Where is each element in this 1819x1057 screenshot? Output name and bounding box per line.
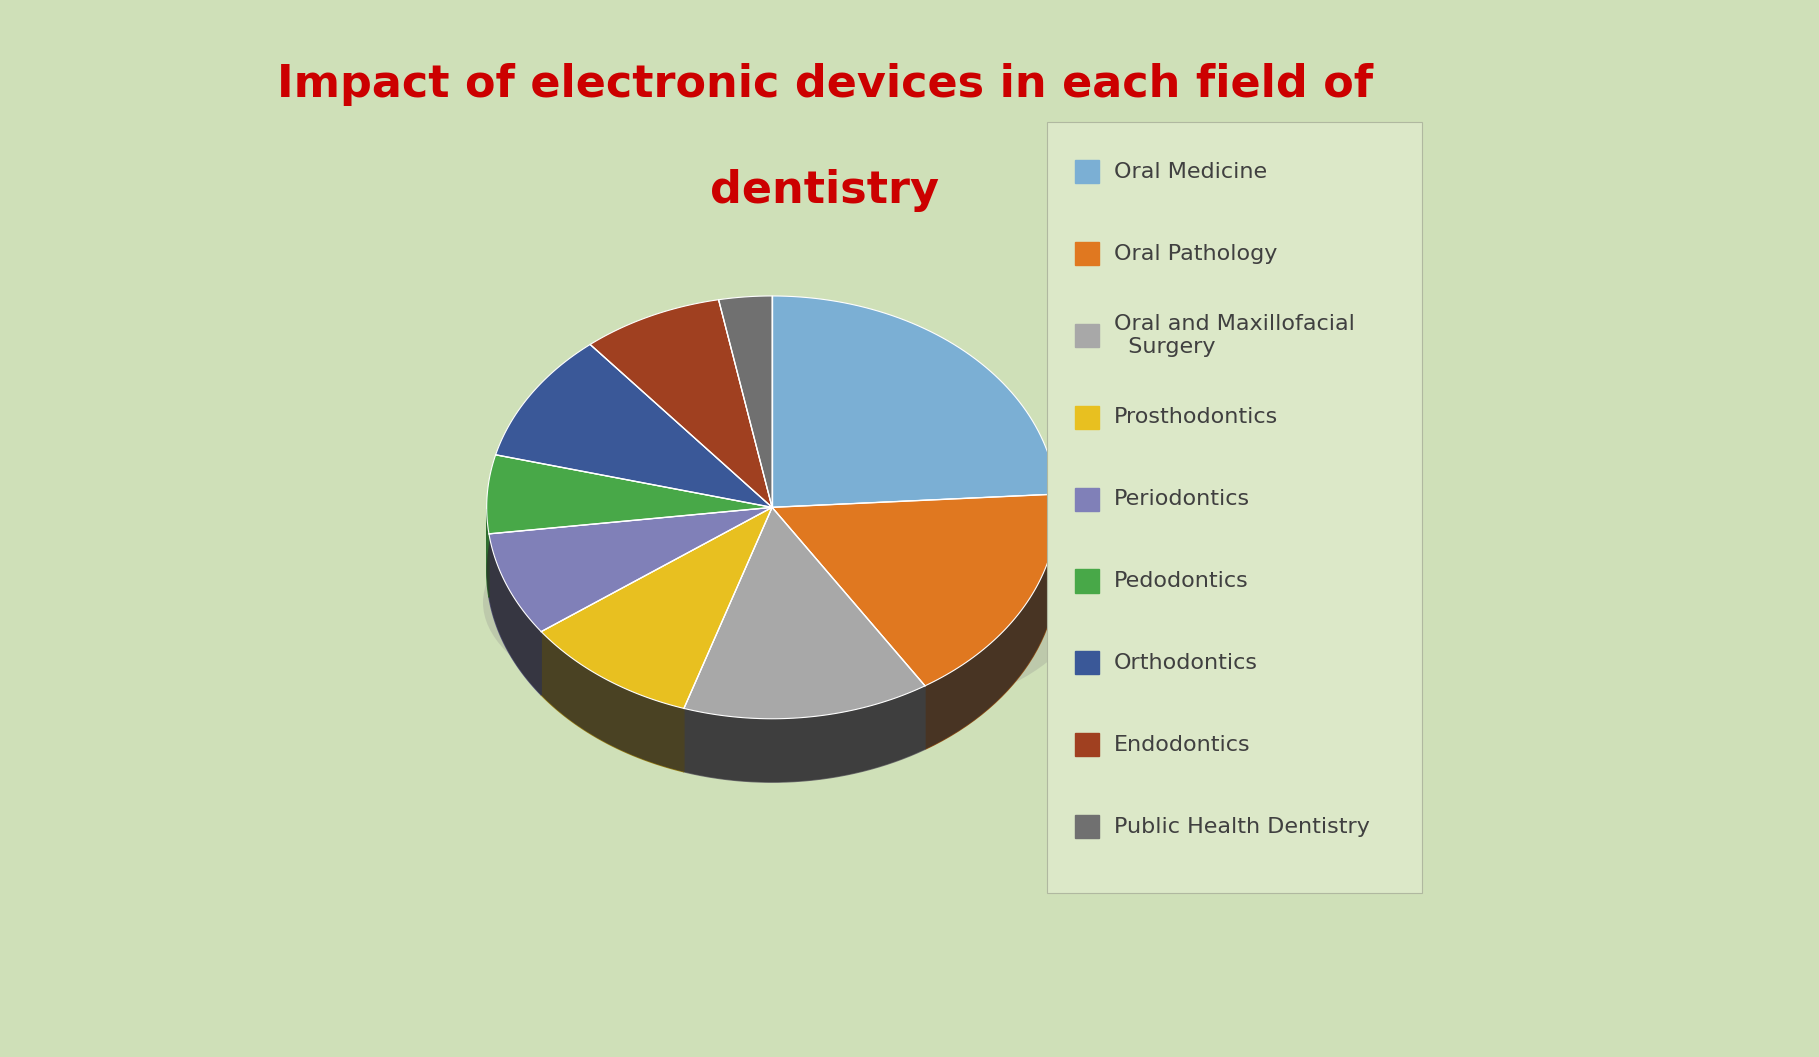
FancyBboxPatch shape	[1075, 323, 1099, 347]
Text: Pedodontics: Pedodontics	[1113, 571, 1248, 591]
Text: Public Health Dentistry: Public Health Dentistry	[1113, 816, 1370, 836]
FancyBboxPatch shape	[1075, 161, 1099, 184]
Polygon shape	[771, 494, 1057, 686]
FancyBboxPatch shape	[1075, 815, 1099, 838]
Polygon shape	[487, 455, 771, 534]
Polygon shape	[542, 632, 684, 772]
Polygon shape	[684, 686, 926, 782]
Polygon shape	[489, 507, 771, 632]
Text: Periodontics: Periodontics	[1113, 489, 1250, 509]
FancyBboxPatch shape	[1075, 651, 1099, 674]
FancyBboxPatch shape	[1075, 242, 1099, 265]
FancyBboxPatch shape	[1075, 406, 1099, 429]
Polygon shape	[589, 300, 771, 507]
FancyBboxPatch shape	[1075, 487, 1099, 511]
Polygon shape	[487, 509, 489, 597]
FancyBboxPatch shape	[1075, 734, 1099, 757]
Text: dentistry: dentistry	[711, 169, 939, 212]
Ellipse shape	[487, 359, 1057, 782]
Ellipse shape	[484, 476, 1082, 729]
FancyBboxPatch shape	[1048, 122, 1422, 893]
Text: Oral Medicine: Oral Medicine	[1113, 162, 1266, 182]
Text: Prosthodontics: Prosthodontics	[1113, 407, 1277, 427]
Polygon shape	[719, 296, 771, 507]
Polygon shape	[489, 534, 542, 696]
Polygon shape	[771, 296, 1057, 507]
Text: Endodontics: Endodontics	[1113, 735, 1250, 755]
FancyBboxPatch shape	[1075, 570, 1099, 593]
Polygon shape	[684, 507, 926, 719]
Polygon shape	[495, 345, 771, 507]
Polygon shape	[542, 507, 771, 708]
Text: Impact of electronic devices in each field of: Impact of electronic devices in each fie…	[276, 63, 1373, 107]
Polygon shape	[926, 509, 1057, 749]
Text: Oral Pathology: Oral Pathology	[1113, 244, 1277, 263]
Text: Oral and Maxillofacial
  Surgery: Oral and Maxillofacial Surgery	[1113, 314, 1355, 357]
Text: Orthodontics: Orthodontics	[1113, 653, 1257, 673]
